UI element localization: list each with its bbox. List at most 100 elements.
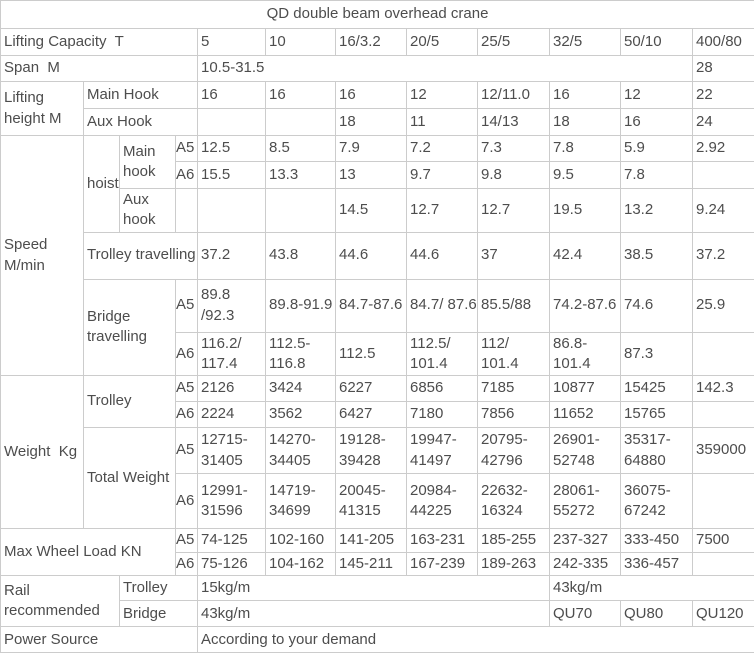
row-label-total-weight: Total Weight <box>84 428 176 529</box>
value-cell: 189-263 <box>478 553 550 576</box>
value-cell: 141-205 <box>336 529 407 553</box>
row-label-weight-trolley: Trolley <box>84 376 176 428</box>
value-cell: 10 <box>266 29 336 56</box>
value-cell: 43kg/m <box>550 576 754 601</box>
value-cell: 6427 <box>336 402 407 428</box>
value-cell: 7180 <box>407 402 478 428</box>
value-cell: 185-255 <box>478 529 550 553</box>
row-label-main-hook: Main Hook <box>84 82 198 109</box>
value-cell: 18 <box>336 109 407 136</box>
value-cell: 237-327 <box>550 529 621 553</box>
row-label-hoist: hoist <box>84 136 120 233</box>
row-label-rail-trolley: Trolley <box>120 576 198 601</box>
value-cell: 112.5/ 101.4 <box>407 332 478 376</box>
value-cell: 2126 <box>198 376 266 402</box>
value-cell: 16 <box>621 109 693 136</box>
value-cell: 9.24 <box>693 189 754 233</box>
value-cell: 28 <box>693 56 754 82</box>
value-cell <box>198 189 266 233</box>
value-cell: 25/5 <box>478 29 550 56</box>
row-label-bridge-travelling: Bridge travelling <box>84 279 176 376</box>
value-cell: 20984- 44225 <box>407 474 478 529</box>
value-cell: 9.5 <box>550 162 621 189</box>
value-cell: 20/5 <box>407 29 478 56</box>
value-cell: 112.5- 116.8 <box>266 332 336 376</box>
value-cell: 75-126 <box>198 553 266 576</box>
value-cell: 37.2 <box>693 232 754 279</box>
value-cell: 20045- 41315 <box>336 474 407 529</box>
row-label-lifting-height: Lifting height M <box>1 82 84 136</box>
row-label-power-source: Power Source <box>1 627 198 653</box>
grade-label-a5: A5 <box>176 279 198 332</box>
value-cell: 9.7 <box>407 162 478 189</box>
value-cell: 112/ 101.4 <box>478 332 550 376</box>
value-cell: 84.7/ 87.6 <box>407 279 478 332</box>
value-cell: 85.5/88 <box>478 279 550 332</box>
grade-label-a6: A6 <box>176 332 198 376</box>
value-cell: 10877 <box>550 376 621 402</box>
row-label-hoist-main-hook: Main hook <box>120 136 176 189</box>
value-cell: 359000 <box>693 428 754 474</box>
row-label-span: Span M <box>1 56 198 82</box>
value-cell: 12.7 <box>478 189 550 233</box>
value-cell: 7.8 <box>621 162 693 189</box>
value-cell: 20795- 42796 <box>478 428 550 474</box>
value-cell: 10.5-31.5 <box>198 56 693 82</box>
value-cell: 104-162 <box>266 553 336 576</box>
value-cell: 5 <box>198 29 266 56</box>
value-cell: 24 <box>693 109 754 136</box>
value-cell: 22 <box>693 82 754 109</box>
value-cell: 50/10 <box>621 29 693 56</box>
row-label-weight: Weight Kg <box>1 376 84 529</box>
value-cell: 7.3 <box>478 136 550 162</box>
value-cell: 167-239 <box>407 553 478 576</box>
value-cell: 43kg/m <box>198 601 550 627</box>
grade-label-a6: A6 <box>176 402 198 428</box>
value-cell: 12991- 31596 <box>198 474 266 529</box>
grade-label-a5: A5 <box>176 428 198 474</box>
value-cell: 7856 <box>478 402 550 428</box>
value-cell: 14.5 <box>336 189 407 233</box>
value-cell <box>693 474 754 529</box>
value-cell: 74-125 <box>198 529 266 553</box>
value-cell: 28061- 55272 <box>550 474 621 529</box>
value-cell: 7.9 <box>336 136 407 162</box>
grade-label-a5: A5 <box>176 529 198 553</box>
value-cell: 5.9 <box>621 136 693 162</box>
value-cell: 15kg/m <box>198 576 550 601</box>
value-cell: 44.6 <box>336 232 407 279</box>
value-cell: 13.3 <box>266 162 336 189</box>
value-cell: 333-450 <box>621 529 693 553</box>
value-cell <box>198 109 266 136</box>
value-cell: 12.7 <box>407 189 478 233</box>
grade-label-a6: A6 <box>176 162 198 189</box>
value-cell: 145-211 <box>336 553 407 576</box>
value-cell: 12/11.0 <box>478 82 550 109</box>
value-cell: 3562 <box>266 402 336 428</box>
value-cell: 2.92 <box>693 136 754 162</box>
value-cell: 142.3 <box>693 376 754 402</box>
table-title: QD double beam overhead crane <box>1 1 754 29</box>
grade-label-a6: A6 <box>176 474 198 529</box>
value-cell: 14719- 34699 <box>266 474 336 529</box>
value-cell: 89.8-91.9 <box>266 279 336 332</box>
value-cell: 22632- 16324 <box>478 474 550 529</box>
value-cell: 112.5 <box>336 332 407 376</box>
row-label-max-wheel-load: Max Wheel Load KN <box>1 529 176 576</box>
value-cell: 400/80 <box>693 29 754 56</box>
value-cell: QU70 <box>550 601 621 627</box>
value-cell: 35317- 64880 <box>621 428 693 474</box>
value-cell: 102-160 <box>266 529 336 553</box>
row-label-trolley-travelling: Trolley travelling <box>84 232 198 279</box>
value-cell: 74.6 <box>621 279 693 332</box>
value-cell <box>693 553 754 576</box>
value-cell: 3424 <box>266 376 336 402</box>
value-cell <box>266 189 336 233</box>
value-cell: 87.3 <box>621 332 693 376</box>
empty-cell <box>176 189 198 233</box>
value-cell: 16/3.2 <box>336 29 407 56</box>
value-cell: 2224 <box>198 402 266 428</box>
value-cell: 42.4 <box>550 232 621 279</box>
value-cell: 84.7-87.6 <box>336 279 407 332</box>
